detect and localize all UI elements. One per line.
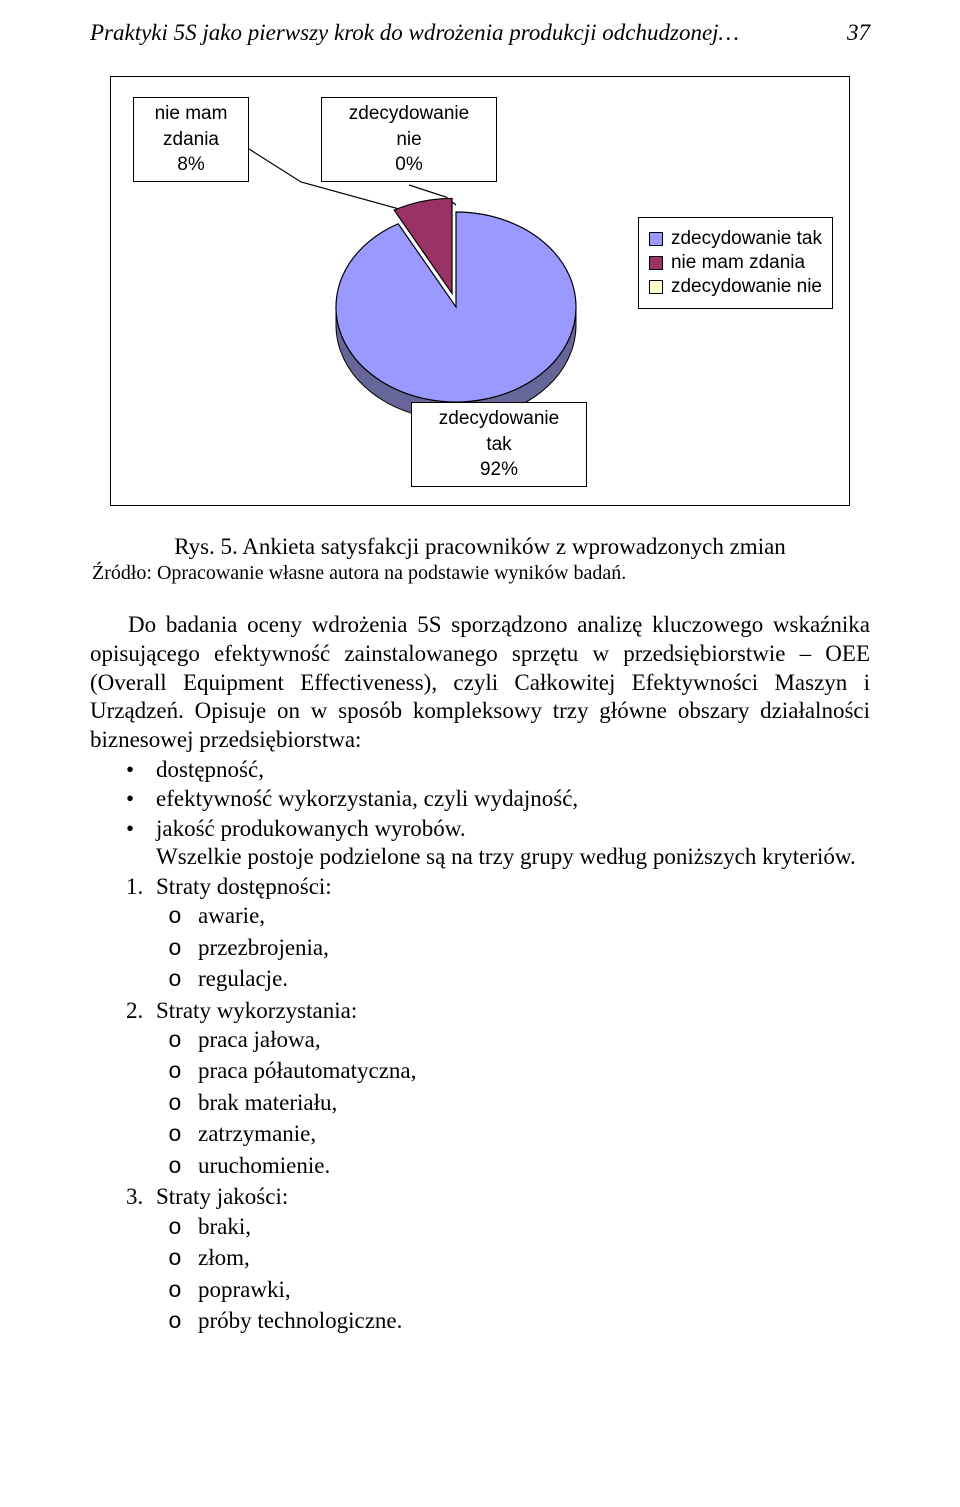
legend: zdecydowanie tak nie mam zdania zdecydow… — [638, 217, 833, 309]
callout-text: 8% — [144, 152, 238, 178]
legend-item: nie mam zdania — [649, 252, 822, 274]
pie-chart: nie mam zdania 8% zdecydowanie nie 0% zd… — [110, 76, 850, 506]
list-item: dostępność, — [156, 755, 870, 784]
figure-source: Źródło: Opracowanie własne autora na pod… — [90, 562, 870, 585]
callout-zdecydowanie-tak: zdecydowanie tak 92% — [411, 402, 587, 487]
list-item: przezbrojenia, — [198, 933, 870, 964]
list-item: złom, — [198, 1243, 870, 1274]
legend-swatch — [649, 232, 663, 246]
page-number: 37 — [847, 20, 870, 46]
list-item: uruchomienie. — [198, 1151, 870, 1182]
callout-text: tak — [422, 432, 576, 458]
bullet-list: dostępność, efektywność wykorzystania, c… — [90, 755, 870, 843]
body-text: Wszelkie postoje podzielone są na trzy g… — [90, 843, 870, 872]
callout-text: 92% — [422, 457, 576, 483]
figure-caption: Rys. 5. Ankieta satysfakcji pracowników … — [90, 534, 870, 560]
item-title: Straty dostępności: — [156, 874, 332, 899]
callout-text: zdania — [144, 127, 238, 153]
list-item: poprawki, — [198, 1275, 870, 1306]
running-header: Praktyki 5S jako pierwszy krok do wdroże… — [90, 20, 870, 46]
legend-item: zdecydowanie nie — [649, 276, 822, 298]
item-title: Straty wykorzystania: — [156, 998, 357, 1023]
item-number: 3. — [126, 1182, 156, 1211]
list-item: 3.Straty jakości:braki,złom,poprawki,pró… — [156, 1182, 870, 1337]
list-item: 1.Straty dostępności:awarie,przezbrojeni… — [156, 872, 870, 996]
legend-label: zdecydowanie tak — [671, 228, 822, 250]
list-item: efektywność wykorzystania, czyli wydajno… — [156, 784, 870, 813]
list-item: praca jałowa, — [198, 1025, 870, 1056]
legend-swatch — [649, 256, 663, 270]
list-item: próby technologiczne. — [198, 1306, 870, 1337]
legend-label: nie mam zdania — [671, 252, 805, 274]
list-item: zatrzymanie, — [198, 1119, 870, 1150]
callout-text: nie mam — [144, 101, 238, 127]
item-title: Straty jakości: — [156, 1184, 288, 1209]
callout-nie-mam-zdania: nie mam zdania 8% — [133, 97, 249, 182]
callout-text: zdecydowanie — [332, 101, 486, 127]
legend-swatch — [649, 280, 663, 294]
callout-text: 0% — [332, 152, 486, 178]
callout-text: nie — [332, 127, 486, 153]
callout-zdecydowanie-nie: zdecydowanie nie 0% — [321, 97, 497, 182]
numbered-list: 1.Straty dostępności:awarie,przezbrojeni… — [90, 872, 870, 1338]
list-item: 2.Straty wykorzystania:praca jałowa,prac… — [156, 996, 870, 1183]
sub-list: praca jałowa,praca półautomatyczna,brak … — [156, 1025, 870, 1182]
list-item: regulacje. — [198, 964, 870, 995]
sub-list: braki,złom,poprawki,próby technologiczne… — [156, 1212, 870, 1338]
body-paragraph: Do badania oceny wdrożenia 5S sporządzon… — [90, 611, 870, 755]
list-item: jakość produkowanych wyrobów. — [156, 814, 870, 843]
running-title: Praktyki 5S jako pierwszy krok do wdroże… — [90, 20, 739, 46]
item-number: 2. — [126, 996, 156, 1025]
callout-text: zdecydowanie — [422, 406, 576, 432]
legend-label: zdecydowanie nie — [671, 276, 822, 298]
list-item: praca półautomatyczna, — [198, 1056, 870, 1087]
legend-item: zdecydowanie tak — [649, 228, 822, 250]
list-item: brak materiału, — [198, 1088, 870, 1119]
list-item: braki, — [198, 1212, 870, 1243]
item-number: 1. — [126, 872, 156, 901]
list-item: awarie, — [198, 901, 870, 932]
sub-list: awarie,przezbrojenia,regulacje. — [156, 901, 870, 995]
